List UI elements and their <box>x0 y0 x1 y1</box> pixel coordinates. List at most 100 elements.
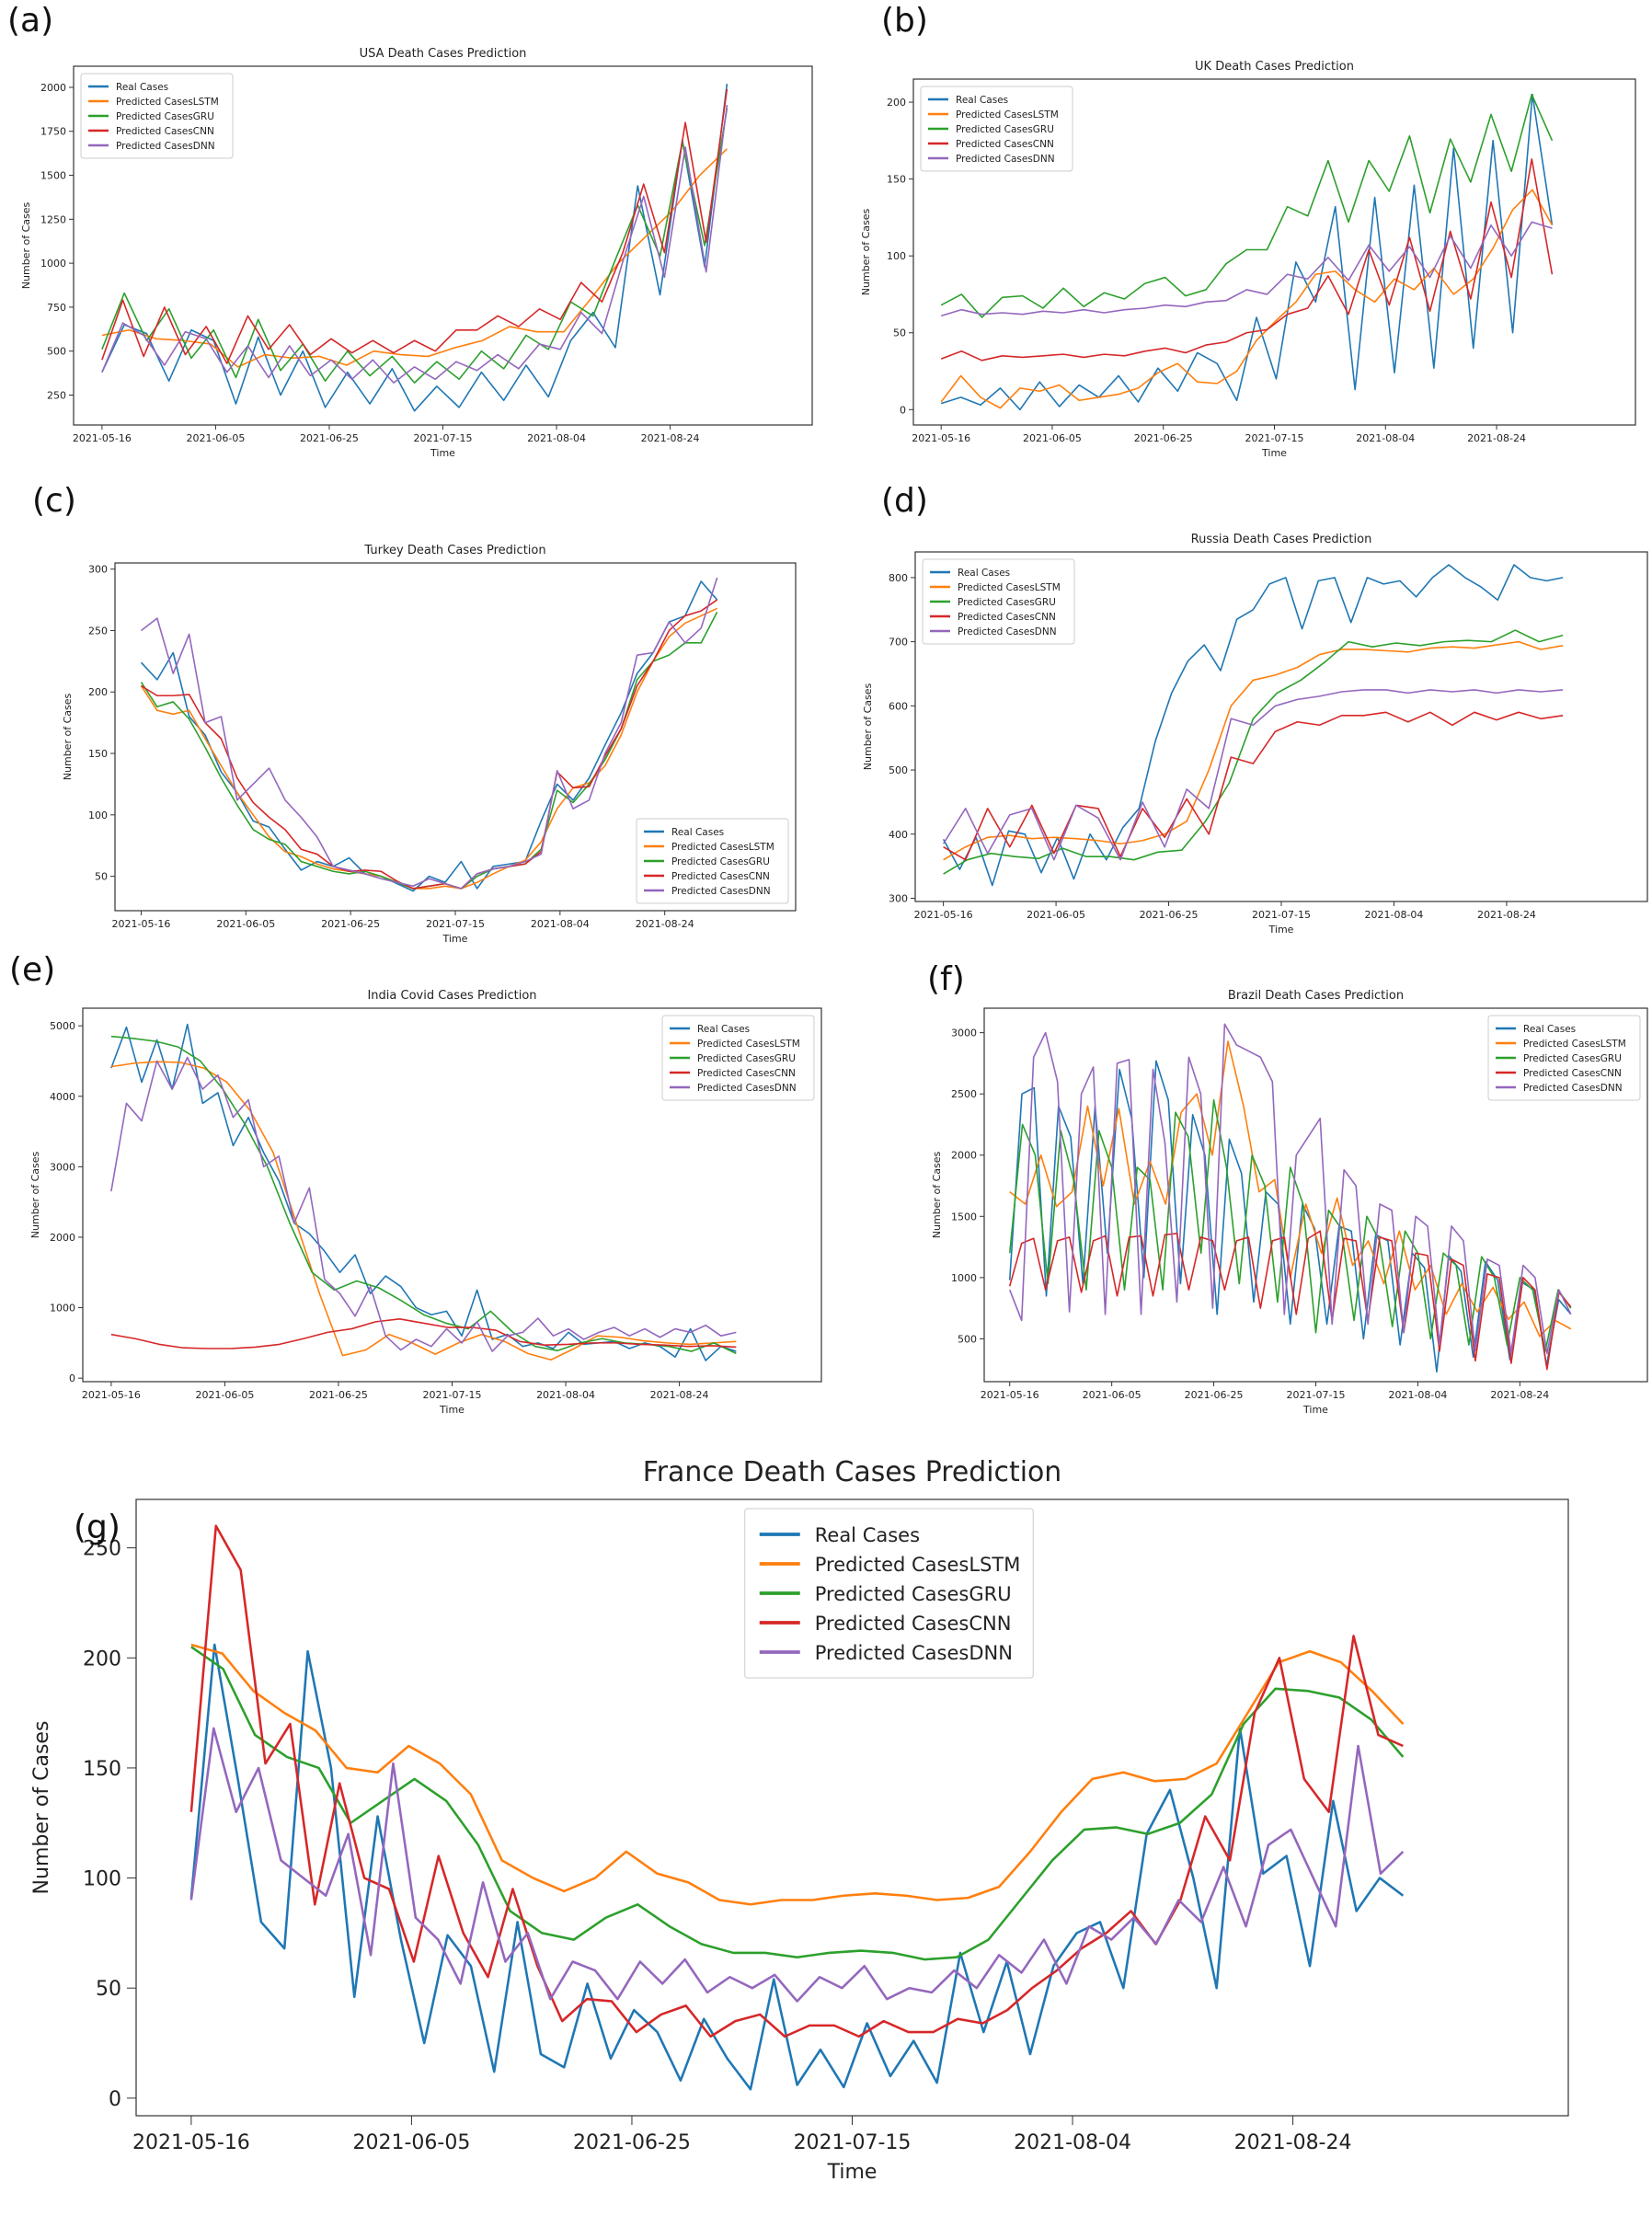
x-tick-label: 2021-06-05 <box>195 1389 254 1401</box>
x-tick-label: 2021-08-04 <box>531 918 590 930</box>
legend-entry: Predicted CasesDNN <box>697 1083 797 1094</box>
legend-entry: Predicted CasesGRU <box>1523 1053 1622 1064</box>
legend-entry: Predicted CasesDNN <box>116 141 215 152</box>
legend-entry: Predicted CasesGRU <box>697 1053 796 1064</box>
x-axis-label: Time <box>1268 924 1294 936</box>
legend-entry: Predicted CasesCNN <box>958 612 1056 623</box>
legend-entry: Predicted CasesCNN <box>1523 1068 1622 1079</box>
panel-b: (b) UK Death Cases Prediction 2021-05-16 2… <box>826 0 1652 478</box>
panel-label-a: (a) <box>7 2 54 40</box>
x-tick-label: 2021-08-24 <box>636 918 694 930</box>
x-tick-label: 2021-06-05 <box>216 918 275 930</box>
chart-russia: Russia Death Cases Prediction 2021-05-16 2… <box>862 533 1648 936</box>
panel-label-d: (d) <box>881 482 928 520</box>
x-tick-label: 2021-05-16 <box>132 2131 250 2154</box>
y-tick-label: 1000 <box>951 1272 977 1284</box>
series-line-predicted-casescnn <box>110 1318 737 1349</box>
y-tick-label: 2500 <box>951 1088 977 1100</box>
legend-entry: Predicted CasesDNN <box>671 886 771 897</box>
panel-label-b: (b) <box>881 2 928 40</box>
y-axis-label: Number of Cases <box>62 694 74 781</box>
y-tick-label: 0 <box>900 404 906 416</box>
chart-brazil: Brazil Death Cases Prediction 2021-05-16 2… <box>931 989 1648 1416</box>
y-tick-label: 5000 <box>50 1020 75 1032</box>
series-line-predicted-casesgru <box>110 1035 737 1355</box>
x-tick-label: 2021-07-15 <box>1252 909 1311 921</box>
x-tick-label: 2021-08-04 <box>1364 909 1423 921</box>
chart-title: UK Death Cases Prediction <box>1195 60 1354 74</box>
panel-label-g: (g) <box>74 1509 120 1546</box>
y-tick-label: 100 <box>83 1868 121 1891</box>
legend-entry: Predicted CasesLSTM <box>958 582 1061 593</box>
chart-title: India Covid Cases Prediction <box>367 989 536 1003</box>
legend-entry: Predicted CasesLSTM <box>697 1039 800 1050</box>
legend-entry: Predicted CasesCNN <box>956 139 1054 150</box>
chart-title: Russia Death Cases Prediction <box>1191 533 1372 546</box>
series-line-real-cases <box>189 1643 1405 2091</box>
panel-e: (e) India Covid Cases Prediction 2021-05-… <box>0 947 826 1444</box>
x-tick-label: 2021-05-16 <box>914 909 973 921</box>
y-tick-label: 1500 <box>40 170 66 182</box>
x-tick-label: 2021-08-04 <box>527 432 586 444</box>
y-tick-label: 2000 <box>50 1232 75 1244</box>
x-tick-label: 2021-05-16 <box>111 918 170 930</box>
y-tick-label: 600 <box>889 700 908 712</box>
panel-label-c: (c) <box>32 482 76 520</box>
series-line-real-cases <box>101 84 728 412</box>
y-axis-label: Number of Cases <box>20 202 32 290</box>
panel-g: (g) France Death Cases Prediction 2021-05… <box>0 1453 1652 2234</box>
x-tick-label: 2021-05-16 <box>981 1389 1039 1401</box>
y-tick-label: 700 <box>889 637 908 649</box>
x-tick-label: 2021-06-05 <box>186 432 245 444</box>
y-tick-label: 3000 <box>951 1028 977 1039</box>
y-tick-label: 250 <box>47 390 66 402</box>
legend-entry: Predicted CasesGRU <box>958 597 1056 608</box>
y-axis-label: Number of Cases <box>860 209 872 296</box>
y-tick-label: 3000 <box>50 1161 75 1173</box>
y-tick-label: 1750 <box>40 126 66 138</box>
legend-entry: Predicted CasesLSTM <box>671 842 774 853</box>
legend-entry: Real Cases <box>697 1024 750 1035</box>
x-tick-label: 2021-07-15 <box>1287 1389 1346 1401</box>
y-tick-label: 100 <box>887 250 906 262</box>
series-line-predicted-caseslstm <box>140 607 717 890</box>
legend-entry: Predicted CasesCNN <box>697 1068 796 1079</box>
legend-box <box>920 86 1073 172</box>
x-axis-label: Time <box>827 2161 878 2184</box>
y-tick-label: 2000 <box>951 1150 977 1162</box>
x-tick-label: 2021-08-24 <box>1490 1389 1549 1401</box>
x-tick-label: 2021-06-05 <box>1023 432 1082 444</box>
x-tick-label: 2021-07-15 <box>1245 432 1304 444</box>
series-line-predicted-casescnn <box>189 1524 1404 2038</box>
series-line-predicted-caseslstm <box>101 148 728 368</box>
chart-title: Brazil Death Cases Prediction <box>1228 989 1404 1003</box>
x-tick-label: 2021-07-15 <box>423 1389 482 1401</box>
y-tick-label: 2000 <box>40 82 66 94</box>
y-tick-label: 50 <box>95 871 108 883</box>
y-tick-label: 150 <box>88 748 108 760</box>
legend-entry: Predicted CasesGRU <box>956 124 1054 135</box>
y-tick-label: 0 <box>69 1372 75 1384</box>
series-line-predicted-casesdnn <box>189 1727 1405 2003</box>
y-axis-label: Number of Cases <box>862 683 874 771</box>
legend-entry: Predicted CasesGRU <box>116 111 214 122</box>
series-line-real-cases <box>940 93 1554 411</box>
panel-c: (c) Turkey Death Cases Prediction 2021-05… <box>0 478 826 957</box>
x-axis-label: Time <box>439 1404 465 1416</box>
legend-entry: Real Cases <box>956 95 1008 106</box>
chart-title: France Death Cases Prediction <box>643 1456 1062 1488</box>
series-line-predicted-casesdnn <box>110 1056 737 1352</box>
x-axis-label: Time <box>1261 447 1287 459</box>
x-axis-label: Time <box>430 447 455 459</box>
y-tick-label: 50 <box>96 1978 121 2001</box>
y-tick-label: 200 <box>88 686 108 698</box>
y-tick-label: 200 <box>83 1648 121 1671</box>
series-line-predicted-caseslstm <box>940 189 1554 409</box>
y-axis-label: Number of Cases <box>30 1721 53 1895</box>
y-tick-label: 150 <box>83 1758 121 1781</box>
chart-title: USA Death Cases Prediction <box>360 47 527 61</box>
series-line-predicted-casesgru <box>190 1646 1405 1961</box>
legend-entry: Predicted CasesLSTM <box>1523 1039 1626 1050</box>
panel-label-e: (e) <box>9 951 56 989</box>
x-tick-label: 2021-06-05 <box>1027 909 1085 921</box>
